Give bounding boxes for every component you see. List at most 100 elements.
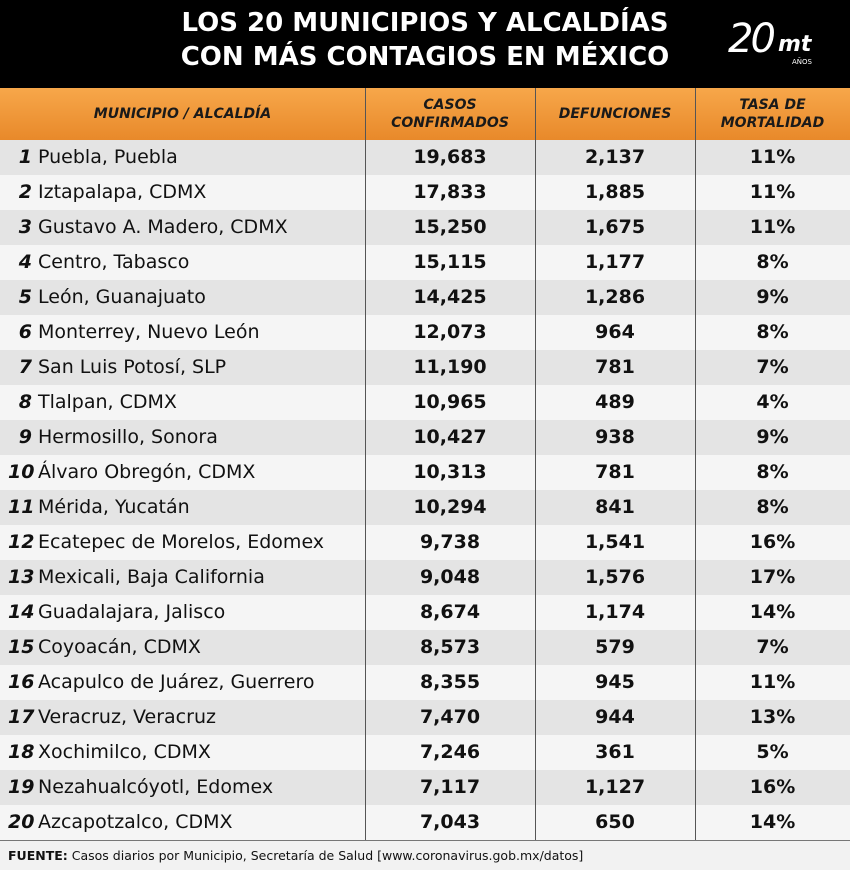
mortality-rate: 4% <box>756 391 789 413</box>
mortality-rate: 11% <box>749 146 796 168</box>
municipality: Mérida, Yucatán <box>38 496 190 518</box>
confirmed-cases: 10,294 <box>413 496 487 518</box>
mortality-rate: 11% <box>749 181 796 203</box>
mortality-rate: 9% <box>756 286 789 308</box>
municipality: Acapulco de Juárez, Guerrero <box>38 671 315 693</box>
rank: 15 <box>8 636 35 658</box>
confirmed-cases: 10,965 <box>413 391 487 413</box>
source-label: FUENTE: <box>8 848 68 863</box>
source-text: Casos diarios por Municipio, Secretaría … <box>71 848 584 863</box>
municipality: Xochimilco, CDMX <box>38 741 211 763</box>
table-row: 11 Mérida, Yucatán 10,294 841 8% <box>0 490 850 525</box>
rank: 11 <box>8 496 35 518</box>
rank: 13 <box>8 566 35 588</box>
column-separator <box>695 88 696 840</box>
column-separator <box>365 88 366 840</box>
deaths: 1,174 <box>584 601 646 623</box>
municipality: León, Guanajuato <box>38 286 206 308</box>
mortality-rate: 8% <box>756 461 789 483</box>
municipality: Mexicali, Baja California <box>38 566 265 588</box>
municipality: Azcapotzalco, CDMX <box>38 811 233 833</box>
deaths: 945 <box>595 671 635 693</box>
rank: 20 <box>8 811 35 833</box>
mortality-rate: 11% <box>749 671 796 693</box>
rank: 8 <box>18 391 32 413</box>
mortality-rate: 8% <box>756 251 789 273</box>
rank: 6 <box>18 321 32 343</box>
confirmed-cases: 7,043 <box>419 811 481 833</box>
table-row: 3 Gustavo A. Madero, CDMX 15,250 1,675 11% <box>0 210 850 245</box>
rank: 4 <box>18 251 32 273</box>
rank: 14 <box>8 601 35 623</box>
table-row: 14 Guadalajara, Jalisco 8,674 1,174 14% <box>0 595 850 630</box>
deaths: 964 <box>595 321 635 343</box>
table-row: 2 Iztapalapa, CDMX 17,833 1,885 11% <box>0 175 850 210</box>
deaths: 938 <box>595 426 635 448</box>
municipality: Nezahualcóyotl, Edomex <box>38 776 274 798</box>
confirmed-cases: 15,115 <box>413 251 487 273</box>
rank: 19 <box>8 776 35 798</box>
logo-sub: AÑOS <box>792 58 812 66</box>
logo: 20 mt AÑOS <box>728 14 828 74</box>
municipality: Gustavo A. Madero, CDMX <box>38 216 288 238</box>
mortality-rate: 7% <box>756 636 789 658</box>
mortality-rate: 13% <box>749 706 796 728</box>
municipality: Centro, Tabasco <box>38 251 190 273</box>
rank: 5 <box>18 286 32 308</box>
confirmed-cases: 7,117 <box>419 776 481 798</box>
deaths: 781 <box>595 461 635 483</box>
deaths: 1,675 <box>584 216 646 238</box>
municipality: Coyoacán, CDMX <box>38 636 201 658</box>
municipality: Ecatepec de Morelos, Edomex <box>38 531 325 553</box>
municipality: Guadalajara, Jalisco <box>38 601 226 623</box>
deaths: 361 <box>595 741 635 763</box>
municipality: Tlalpan, CDMX <box>38 391 177 413</box>
deaths: 579 <box>595 636 635 658</box>
deaths: 1,576 <box>584 566 646 588</box>
table-row: 13 Mexicali, Baja California 9,048 1,576 17% <box>0 560 850 595</box>
logo-brand: mt <box>778 32 812 57</box>
municipality: Iztapalapa, CDMX <box>38 181 207 203</box>
deaths: 841 <box>595 496 635 518</box>
deaths: 1,286 <box>584 286 646 308</box>
table-row: 1 Puebla, Puebla 19,683 2,137 11% <box>0 140 850 175</box>
rank: 3 <box>18 216 32 238</box>
confirmed-cases: 15,250 <box>413 216 487 238</box>
municipality: Monterrey, Nuevo León <box>38 321 260 343</box>
footer: FUENTE: Casos diarios por Municipio, Sec… <box>0 840 850 870</box>
title-line: CON MÁS CONTAGIOS EN MÉXICO <box>180 42 670 72</box>
deaths: 781 <box>595 356 635 378</box>
table-row: 15 Coyoacán, CDMX 8,573 579 7% <box>0 630 850 665</box>
deaths: 1,885 <box>584 181 646 203</box>
mortality-rate: 16% <box>749 776 796 798</box>
table-row: 17 Veracruz, Veracruz 7,470 944 13% <box>0 700 850 735</box>
rank: 10 <box>8 461 35 483</box>
mortality-rate: 8% <box>756 496 789 518</box>
table-row: 4 Centro, Tabasco 15,115 1,177 8% <box>0 245 850 280</box>
confirmed-cases: 7,470 <box>419 706 481 728</box>
mortality-rate: 14% <box>749 811 796 833</box>
table-row: 12 Ecatepec de Morelos, Edomex 9,738 1,541 1… <box>0 525 850 560</box>
confirmed-cases: 17,833 <box>413 181 487 203</box>
column-header: CASOS CONFIRMADOS <box>391 97 509 131</box>
rank: 18 <box>8 741 35 763</box>
municipality: Hermosillo, Sonora <box>38 426 218 448</box>
column-header: TASA DE MORTALIDAD <box>720 97 825 131</box>
deaths: 1,541 <box>584 531 646 553</box>
table-row: 8 Tlalpan, CDMX 10,965 489 4% <box>0 385 850 420</box>
table-header: MUNICIPIO / ALCALDÍA CASOS CONFIRMADOS D… <box>0 88 850 140</box>
mortality-rate: 16% <box>749 531 796 553</box>
rank: 16 <box>8 671 35 693</box>
column-separator <box>535 88 536 840</box>
mortality-rate: 14% <box>749 601 796 623</box>
municipality: San Luis Potosí, SLP <box>38 356 227 378</box>
confirmed-cases: 14,425 <box>413 286 487 308</box>
confirmed-cases: 10,313 <box>413 461 487 483</box>
deaths: 2,137 <box>584 146 646 168</box>
column-header: DEFUNCIONES <box>558 106 672 122</box>
deaths: 1,127 <box>584 776 646 798</box>
confirmed-cases: 11,190 <box>413 356 487 378</box>
confirmed-cases: 10,427 <box>413 426 487 448</box>
deaths: 489 <box>595 391 635 413</box>
mortality-rate: 17% <box>749 566 796 588</box>
